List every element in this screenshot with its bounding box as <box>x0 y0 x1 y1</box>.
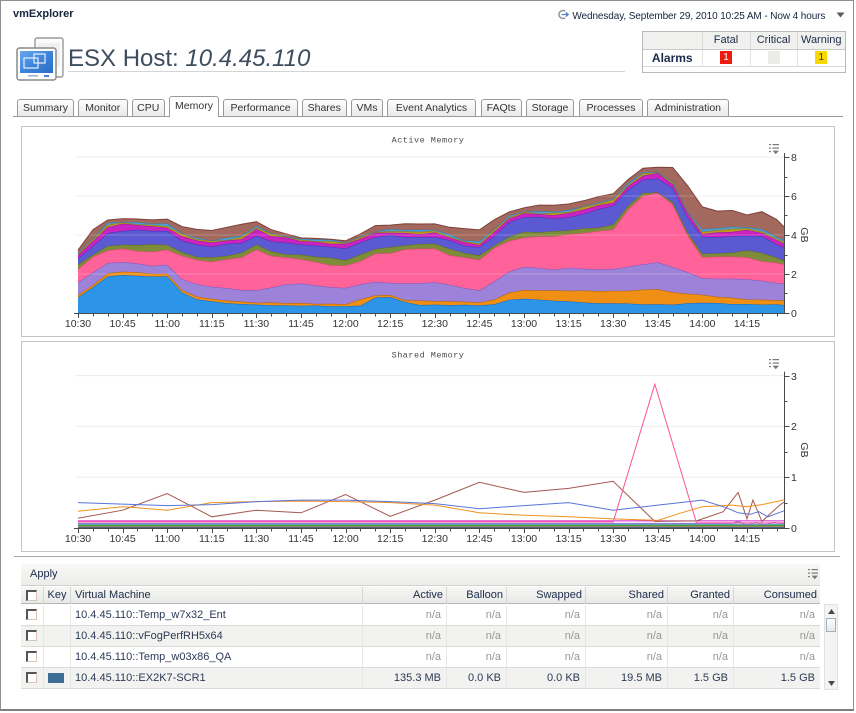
svg-text:2: 2 <box>791 269 797 281</box>
svg-text:13:30: 13:30 <box>600 318 626 330</box>
svg-text:12:45: 12:45 <box>466 533 492 545</box>
svg-text:0: 0 <box>791 523 797 535</box>
svg-text:12:15: 12:15 <box>377 318 403 330</box>
svg-text:11:45: 11:45 <box>288 533 314 545</box>
svg-text:6: 6 <box>791 191 797 203</box>
svg-text:11:30: 11:30 <box>244 533 270 545</box>
svg-text:12:00: 12:00 <box>332 533 358 545</box>
svg-text:11:00: 11:00 <box>154 533 180 545</box>
svg-text:0: 0 <box>791 308 797 320</box>
svg-text:8: 8 <box>791 152 797 164</box>
svg-text:GB: GB <box>798 227 810 242</box>
svg-text:2: 2 <box>791 421 797 433</box>
svg-text:GB: GB <box>798 442 810 457</box>
svg-text:11:45: 11:45 <box>288 318 314 330</box>
svg-text:12:30: 12:30 <box>422 318 448 330</box>
svg-text:11:30: 11:30 <box>244 318 270 330</box>
svg-text:Shared Memory: Shared Memory <box>392 351 465 361</box>
svg-text:13:00: 13:00 <box>511 318 537 330</box>
svg-text:12:30: 12:30 <box>422 533 448 545</box>
svg-text:11:00: 11:00 <box>154 318 180 330</box>
svg-text:11:15: 11:15 <box>199 533 225 545</box>
svg-text:13:30: 13:30 <box>600 533 626 545</box>
svg-text:13:45: 13:45 <box>645 533 671 545</box>
svg-text:13:15: 13:15 <box>555 533 581 545</box>
svg-text:14:00: 14:00 <box>689 533 715 545</box>
svg-text:13:00: 13:00 <box>511 533 537 545</box>
svg-text:12:15: 12:15 <box>377 533 403 545</box>
svg-text:Active Memory: Active Memory <box>392 136 465 146</box>
svg-text:14:00: 14:00 <box>689 318 715 330</box>
svg-text:10:45: 10:45 <box>109 533 135 545</box>
svg-text:14:15: 14:15 <box>734 533 760 545</box>
svg-text:14:15: 14:15 <box>734 318 760 330</box>
svg-text:13:15: 13:15 <box>555 318 581 330</box>
svg-text:10:45: 10:45 <box>109 318 135 330</box>
svg-text:10:30: 10:30 <box>65 318 91 330</box>
svg-text:1: 1 <box>791 472 797 484</box>
svg-text:13:45: 13:45 <box>645 318 671 330</box>
svg-text:10:30: 10:30 <box>65 533 91 545</box>
svg-text:4: 4 <box>791 230 797 242</box>
svg-text:3: 3 <box>791 371 797 383</box>
svg-text:12:45: 12:45 <box>466 318 492 330</box>
svg-text:11:15: 11:15 <box>199 318 225 330</box>
svg-text:12:00: 12:00 <box>332 318 358 330</box>
